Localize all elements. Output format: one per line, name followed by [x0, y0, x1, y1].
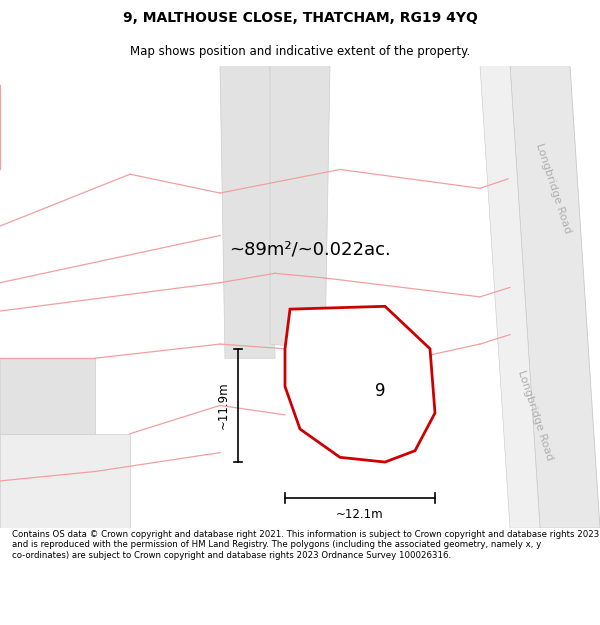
Text: Longbridge Road: Longbridge Road	[515, 368, 554, 461]
Text: Longbridge Road: Longbridge Road	[533, 142, 572, 235]
Polygon shape	[0, 358, 95, 434]
Text: Contains OS data © Crown copyright and database right 2021. This information is : Contains OS data © Crown copyright and d…	[12, 530, 599, 560]
Text: ~89m²/~0.022ac.: ~89m²/~0.022ac.	[229, 241, 391, 259]
Polygon shape	[285, 306, 435, 462]
Text: ~11.9m: ~11.9m	[217, 382, 230, 429]
Polygon shape	[0, 434, 130, 528]
Polygon shape	[270, 66, 330, 349]
Polygon shape	[220, 66, 275, 358]
Polygon shape	[480, 66, 540, 528]
Text: Map shows position and indicative extent of the property.: Map shows position and indicative extent…	[130, 45, 470, 58]
Text: ~12.1m: ~12.1m	[336, 508, 384, 521]
Polygon shape	[510, 66, 600, 528]
Text: 9: 9	[375, 382, 386, 400]
Text: 9, MALTHOUSE CLOSE, THATCHAM, RG19 4YQ: 9, MALTHOUSE CLOSE, THATCHAM, RG19 4YQ	[122, 11, 478, 26]
